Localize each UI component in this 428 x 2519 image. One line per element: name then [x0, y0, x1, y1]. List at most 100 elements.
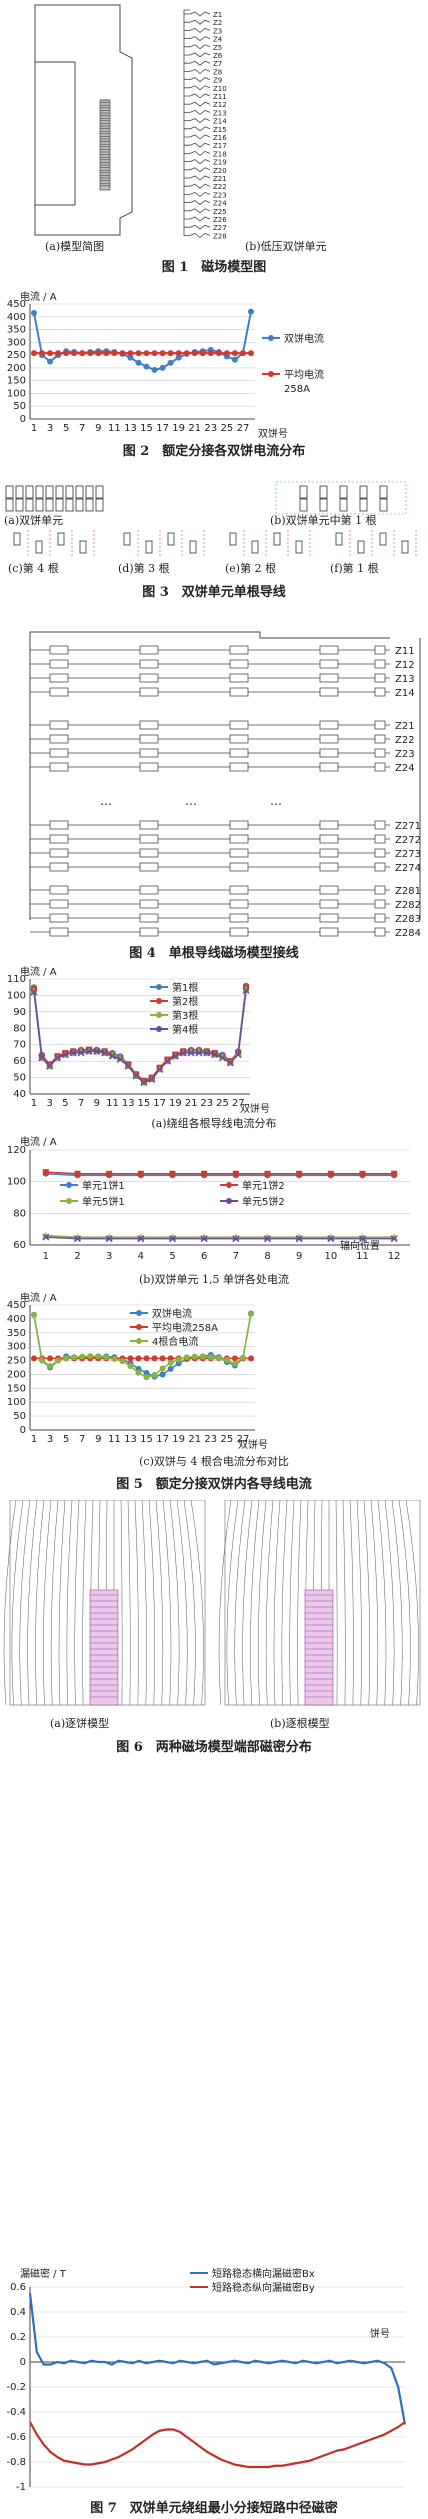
legend-label: 双饼电流 — [284, 332, 324, 345]
z-label: Z20 — [213, 167, 227, 175]
z-label: Z2 — [213, 19, 222, 27]
y-tick-label: 350 — [7, 325, 26, 336]
coil-element — [139, 834, 159, 844]
impedance — [374, 687, 386, 697]
fig5c-sub: (c)双饼与 4 根合电流分布对比 — [139, 1455, 289, 1468]
figure-3: (a)双饼单元 (b)双饼单元中第 1 根 (c)第 4 根 (d)第 3 根 … — [0, 478, 428, 608]
coil-element — [139, 762, 159, 772]
x-tick-label: 3 — [47, 1434, 53, 1445]
conductor-box — [85, 498, 94, 512]
series-line-3 — [33, 988, 247, 1084]
x-tick-label: 15 — [138, 1098, 151, 1109]
flux-line — [35, 1499, 45, 1706]
flux-line — [265, 1499, 274, 1706]
x-tick-label: 21 — [188, 423, 201, 434]
y-tick-label: 0 — [20, 2357, 26, 2368]
data-point — [215, 1355, 222, 1362]
x-tick-label: 19 — [169, 1098, 182, 1109]
coil-element — [139, 848, 159, 858]
data-point — [79, 350, 86, 357]
z-label: Z274 — [395, 863, 421, 874]
data-point — [135, 1369, 142, 1376]
data-point — [187, 1049, 195, 1057]
data-point — [151, 1355, 158, 1362]
single-conductor — [57, 532, 65, 546]
data-point — [93, 1047, 101, 1055]
impedance — [374, 913, 386, 923]
coil-element — [139, 673, 159, 683]
impedance — [374, 927, 386, 937]
flux-line — [74, 1499, 80, 1706]
impedance — [374, 862, 386, 872]
fig5a-sub: (a)绕组各根导线电流分布 — [151, 1117, 277, 1130]
flux-line — [134, 1499, 139, 1706]
flux-line — [27, 1499, 38, 1706]
conductor-box — [359, 498, 368, 512]
y-tick-label: -0.2 — [6, 2382, 26, 2393]
legend-marker — [156, 998, 162, 1004]
x-tick-label: 23 — [200, 1098, 213, 1109]
data-point — [183, 1354, 190, 1361]
data-point — [127, 1363, 134, 1370]
z-label: Z28 — [213, 232, 227, 240]
data-point — [358, 1235, 367, 1243]
series-line-2 — [45, 1171, 395, 1175]
z-label: Z23 — [395, 749, 415, 760]
y-tick-label: -0.6 — [6, 2432, 26, 2443]
x-tick-label: 11 — [108, 423, 121, 434]
data-point — [148, 1075, 156, 1083]
data-point — [179, 1049, 187, 1057]
coil-element — [139, 687, 159, 697]
z-label: Z12 — [395, 660, 415, 671]
data-point — [108, 1052, 117, 1060]
flux-line — [218, 1499, 232, 1706]
flux-line — [176, 1499, 188, 1706]
flux-line — [349, 1499, 354, 1706]
data-point — [231, 1355, 238, 1362]
x-tick-label: 2 — [74, 1251, 80, 1262]
coil-element — [49, 762, 69, 772]
data-point — [119, 350, 126, 357]
y-tick-label: 120 — [7, 1145, 26, 1156]
y-axis-label: 电流 / A — [20, 290, 57, 303]
data-point — [211, 1051, 219, 1059]
coil-element — [319, 862, 339, 872]
legend-label: 短路稳态横向漏磁密Bx — [212, 2267, 315, 2280]
flux-line — [258, 1499, 267, 1706]
single-conductor — [335, 532, 343, 546]
data-point — [63, 350, 70, 357]
data-point — [61, 1051, 69, 1059]
conductor-box — [25, 498, 34, 512]
data-point — [95, 1353, 102, 1360]
impedance — [374, 848, 386, 858]
y-tick-label: 300 — [7, 1342, 26, 1353]
data-point — [143, 363, 150, 370]
data-point — [127, 1355, 134, 1362]
data-point — [151, 1372, 158, 1378]
y-tick-label: 250 — [7, 1356, 26, 1367]
data-point — [47, 1355, 54, 1362]
conductor-box — [35, 485, 44, 499]
y-tick-label: 0.6 — [10, 2282, 26, 2293]
fig3-sub-e: (e)第 2 根 — [225, 562, 277, 575]
data-point — [105, 1235, 113, 1243]
y-tick-label: 450 — [7, 299, 26, 310]
data-point — [295, 1235, 303, 1243]
data-point — [137, 1235, 145, 1243]
data-point — [124, 1062, 132, 1070]
data-point — [106, 1170, 113, 1177]
fig5-caption: 图 5 额定分接双饼内各导线电流 — [116, 1477, 312, 1492]
impedance — [374, 899, 386, 909]
x-tick-label: 8 — [264, 1251, 270, 1262]
series-line-4 — [33, 990, 247, 1084]
coil-element — [229, 927, 249, 937]
data-point — [183, 350, 190, 357]
y-tick-label: 100 — [7, 1177, 26, 1188]
data-point — [87, 350, 94, 357]
coil-element — [139, 913, 159, 923]
coil-element — [319, 734, 339, 744]
x-tick-label: 25 — [221, 1434, 234, 1445]
conductor-box — [65, 498, 74, 512]
data-point — [226, 1059, 234, 1067]
data-point — [247, 1355, 254, 1362]
